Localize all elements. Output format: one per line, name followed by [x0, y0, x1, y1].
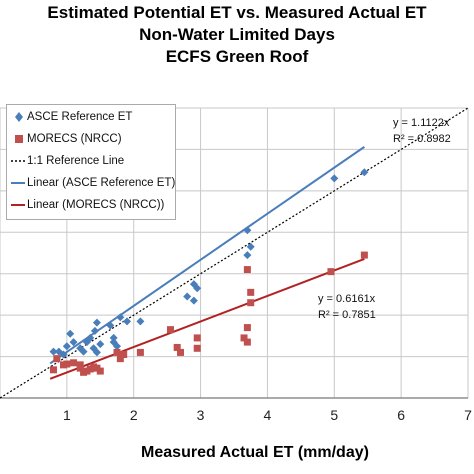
x-axis-label: Measured Actual ET (mm/day) — [141, 444, 369, 461]
chart-title-line-3: ECFS Green Roof — [165, 47, 309, 66]
morecs-trendline — [49, 257, 365, 380]
asce-point — [246, 242, 255, 251]
legend-label-asce-fit: Linear (ASCE Reference ET) — [27, 177, 176, 189]
x-tick-labels: 1 2 3 4 5 6 7 — [63, 407, 472, 423]
dotted-line-icon — [11, 160, 25, 162]
morecs-point — [193, 334, 201, 342]
blue-line-icon — [11, 182, 25, 184]
x-tick-label: 4 — [264, 407, 272, 423]
asce-point — [123, 317, 132, 326]
asce-point — [106, 321, 115, 330]
x-tick-label: 5 — [330, 407, 338, 423]
legend-label-morecs: MORECS (NRCC) — [27, 133, 122, 145]
morecs-point — [173, 343, 181, 351]
asce-point — [69, 338, 78, 347]
legend-item-morecs-fit: Linear (MORECS (NRCC)) — [11, 199, 164, 211]
morecs-point — [53, 355, 61, 363]
asce-point — [92, 318, 101, 327]
morecs-point — [96, 367, 104, 375]
morecs-point — [63, 360, 71, 368]
chart-title: Estimated Potential ET vs. Measured Actu… — [0, 2, 474, 68]
morecs-point — [243, 324, 251, 332]
red-line-icon — [11, 204, 25, 206]
legend-item-reference: 1:1 Reference Line — [11, 155, 124, 167]
morecs-point — [166, 326, 174, 334]
trendlines — [49, 146, 365, 380]
asce-point — [109, 333, 118, 342]
legend-label-morecs-fit: Linear (MORECS (NRCC)) — [27, 199, 165, 211]
morecs-point — [177, 348, 185, 356]
legend-item-morecs: MORECS (NRCC) — [11, 133, 122, 145]
legend-item-asce: ASCE Reference ET — [11, 111, 132, 123]
asce-point — [49, 347, 58, 356]
asce-point — [183, 292, 192, 301]
asce-equation: y = 1.1122x — [393, 117, 450, 129]
x-tick-label: 3 — [197, 407, 205, 423]
morecs-point — [136, 348, 144, 356]
asce-point — [92, 348, 101, 357]
morecs-point — [247, 299, 255, 307]
legend-item-asce-fit: Linear (ASCE Reference ET) — [11, 177, 175, 189]
asce-point — [136, 317, 145, 326]
asce-point — [113, 342, 121, 351]
asce-point — [189, 280, 198, 289]
morecs-point — [193, 344, 201, 352]
morecs-point — [70, 359, 78, 367]
morecs-point — [240, 334, 248, 342]
asce-point — [59, 350, 68, 359]
asce-point — [90, 326, 99, 335]
legend-label-reference: 1:1 Reference Line — [27, 155, 125, 167]
morecs-point — [120, 351, 128, 358]
asce-point — [96, 340, 105, 349]
asce-point — [79, 347, 88, 356]
legend-label-asce: ASCE Reference ET — [27, 111, 133, 123]
morecs-point — [243, 266, 251, 274]
morecs-point — [76, 364, 84, 372]
morecs-point — [116, 355, 124, 363]
asce-point — [86, 333, 95, 342]
morecs-point — [327, 268, 335, 276]
asce-trendline — [49, 146, 365, 365]
asce-r-squared: R² = 0.8982 — [393, 133, 451, 145]
x-tick-label: 6 — [397, 407, 405, 423]
morecs-r-squared: R² = 0.7851 — [318, 309, 376, 321]
chart-title-line-2: Non-Water Limited Days — [139, 25, 335, 44]
morecs-point — [49, 366, 57, 374]
chart-title-line-1: Estimated Potential ET vs. Measured Actu… — [47, 3, 427, 22]
morecs-point — [360, 251, 368, 259]
legend: ASCE Reference ET MORECS (NRCC) 1:1 Refe… — [6, 104, 176, 220]
asce-point — [360, 168, 369, 177]
asce-point — [189, 296, 198, 305]
morecs-equation: y = 0.6161x — [318, 293, 376, 305]
x-tick-label: 1 — [63, 407, 71, 423]
asce-point — [243, 226, 252, 235]
asce-point — [66, 329, 75, 338]
x-tick-label: 7 — [464, 407, 472, 423]
morecs-point — [113, 348, 121, 356]
asce-point — [330, 174, 339, 183]
morecs-point — [247, 288, 255, 296]
grid-lines — [0, 107, 469, 399]
asce-point — [243, 251, 252, 260]
square-marker-icon — [15, 135, 23, 143]
asce-point — [116, 313, 125, 322]
data-points — [49, 168, 369, 376]
diamond-marker-icon — [15, 112, 23, 122]
x-tick-label: 2 — [130, 407, 138, 423]
asce-point — [62, 342, 71, 351]
morecs-point — [243, 338, 251, 346]
